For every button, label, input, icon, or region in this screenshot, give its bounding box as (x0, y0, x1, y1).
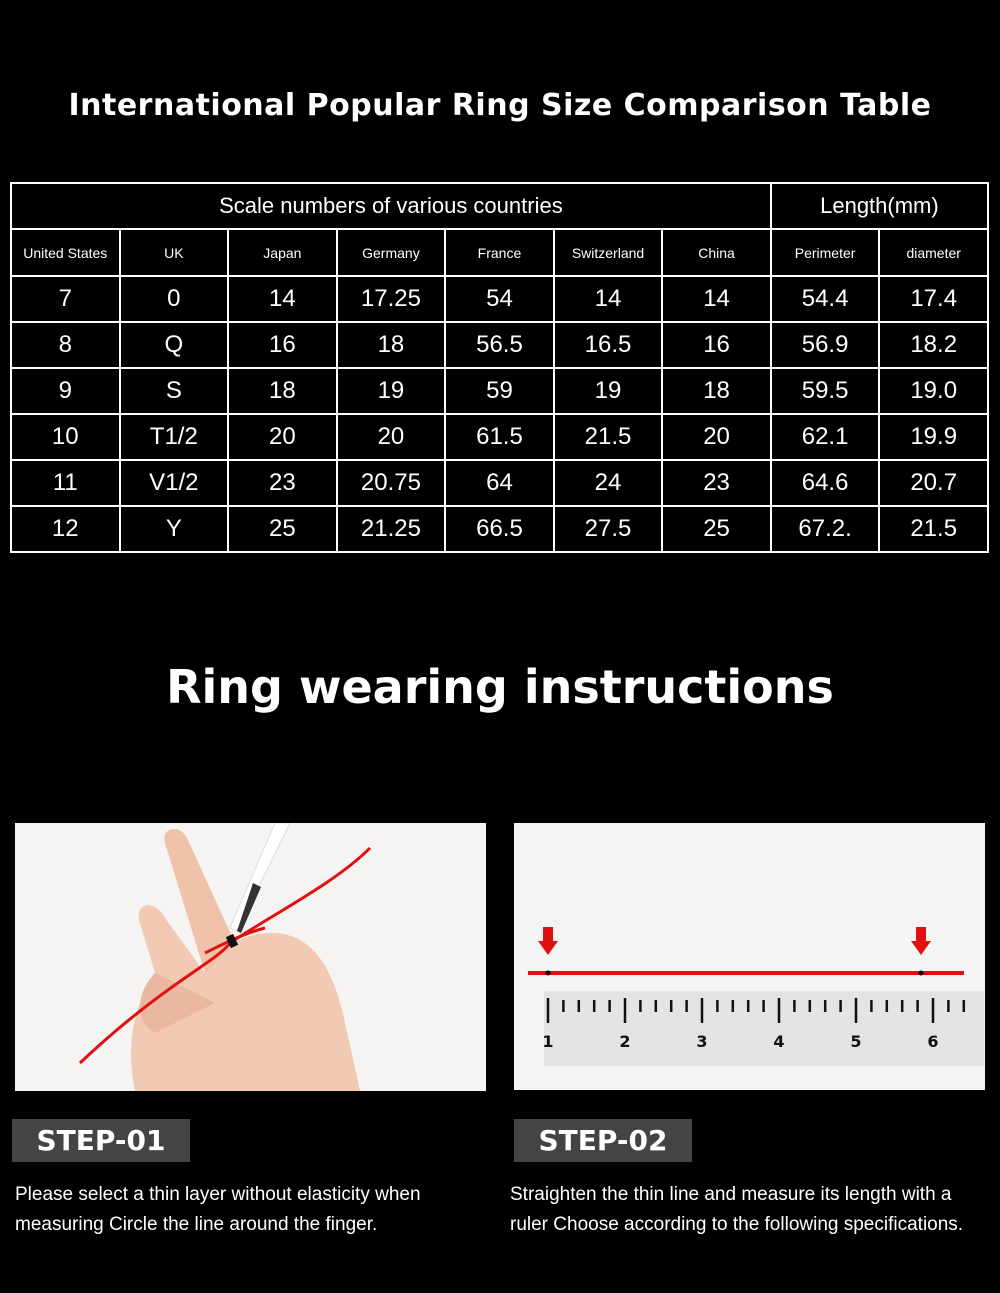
table-cell: 21.5 (878, 505, 989, 553)
table-cell: 18 (335, 321, 447, 369)
ruler-number: 1 (542, 1032, 553, 1051)
table-cell: T1/2 (118, 413, 230, 461)
step-02-text: Straighten the thin line and measure its… (510, 1184, 964, 1235)
column-header: United States (10, 228, 121, 277)
table-cell: 10 (10, 413, 121, 461)
table-cell: 21.5 (552, 413, 664, 461)
ruler-measure-image: 1 2 3 4 5 6 (514, 823, 985, 1090)
table-cell: 19.9 (878, 413, 989, 461)
ruler-number: 4 (773, 1032, 784, 1051)
table-cell: 19.0 (878, 367, 989, 415)
column-header: Switzerland (552, 228, 664, 277)
table-cell: 20.7 (878, 459, 989, 507)
table-cell: 56.5 (444, 321, 555, 369)
column-header: Perimeter (769, 228, 881, 277)
table-cell: 54 (444, 275, 555, 323)
ruler-number: 2 (619, 1032, 630, 1051)
table-cell: S (118, 367, 230, 415)
table-cell: 0 (118, 275, 230, 323)
table-row: 11 V1/2 23 20.75 64 24 23 64.6 20.7 (10, 459, 989, 507)
table-cell: 64 (444, 459, 555, 507)
table-cell: 59 (444, 367, 555, 415)
table-cell: Q (118, 321, 230, 369)
column-header: Japan (227, 228, 338, 277)
table-cell: 25 (227, 505, 338, 553)
table-cell: 18 (227, 367, 338, 415)
table-cell: 23 (661, 459, 772, 507)
table-cell: 54.4 (769, 275, 881, 323)
group-header-countries: Scale numbers of various countries (10, 182, 772, 230)
arrow-down-icon (911, 927, 931, 955)
table-cell: 18 (661, 367, 772, 415)
table-cell: 64.6 (769, 459, 881, 507)
table-cell: 19 (335, 367, 447, 415)
finger-measure-image (15, 823, 486, 1091)
table-cell: 8 (10, 321, 121, 369)
table-cell: 20 (227, 413, 338, 461)
table-cell: 23 (227, 459, 338, 507)
table-cell: 61.5 (444, 413, 555, 461)
table-cell: 7 (10, 275, 121, 323)
step-02-badge: STEP-02 (514, 1119, 692, 1162)
table-row: 8 Q 16 18 56.5 16.5 16 56.9 18.2 (10, 321, 989, 369)
table-row: 7 0 14 17.25 54 14 14 54.4 17.4 (10, 275, 989, 323)
column-header: China (661, 228, 772, 277)
table-cell: 17.4 (878, 275, 989, 323)
arrow-down-icon (538, 927, 558, 955)
table-cell: 14 (661, 275, 772, 323)
table-cell: 14 (552, 275, 664, 323)
table-cell: 21.25 (335, 505, 447, 553)
table-cell: 17.25 (335, 275, 447, 323)
ruler-number: 6 (927, 1032, 938, 1051)
column-header: diameter (878, 228, 989, 277)
table-cell: 20 (661, 413, 772, 461)
table-cell: 59.5 (769, 367, 881, 415)
group-header-length: Length(mm) (769, 182, 990, 230)
table-cell: 66.5 (444, 505, 555, 553)
instructions-title: Ring wearing instructions (166, 660, 834, 714)
table-cell: 67.2. (769, 505, 881, 553)
size-table-title: International Popular Ring Size Comparis… (68, 88, 932, 123)
table-cell: 16.5 (552, 321, 664, 369)
table-cell: 9 (10, 367, 121, 415)
table-cell: 20.75 (335, 459, 447, 507)
table-row: 9 S 18 19 59 19 18 59.5 19.0 (10, 367, 989, 415)
ring-size-table: Scale numbers of various countries Lengt… (10, 182, 990, 553)
table-cell: 18.2 (878, 321, 989, 369)
column-header: Germany (335, 228, 447, 277)
table-cell: 11 (10, 459, 121, 507)
table-cell: 56.9 (769, 321, 881, 369)
table-cell: 62.1 (769, 413, 881, 461)
table-cell: 14 (227, 275, 338, 323)
table-cell: 19 (552, 367, 664, 415)
column-header: UK (118, 228, 230, 277)
table-cell: 25 (661, 505, 772, 553)
table-cell: V1/2 (118, 459, 230, 507)
table-cell: 24 (552, 459, 664, 507)
table-cell: 16 (661, 321, 772, 369)
table-cell: 20 (335, 413, 447, 461)
table-cell: 27.5 (552, 505, 664, 553)
step-01-badge: STEP-01 (12, 1119, 190, 1162)
table-row: 10 T1/2 20 20 61.5 21.5 20 62.1 19.9 (10, 413, 989, 461)
table-row: 12 Y 25 21.25 66.5 27.5 25 67.2. 21.5 (10, 505, 989, 553)
table-cell: 12 (10, 505, 121, 553)
ruler-number: 3 (696, 1032, 707, 1051)
ruler-number: 5 (850, 1032, 861, 1051)
column-header: France (444, 228, 555, 277)
table-cell: Y (118, 505, 230, 553)
step-01-text: Please select a thin layer without elast… (15, 1184, 421, 1235)
table-cell: 16 (227, 321, 338, 369)
